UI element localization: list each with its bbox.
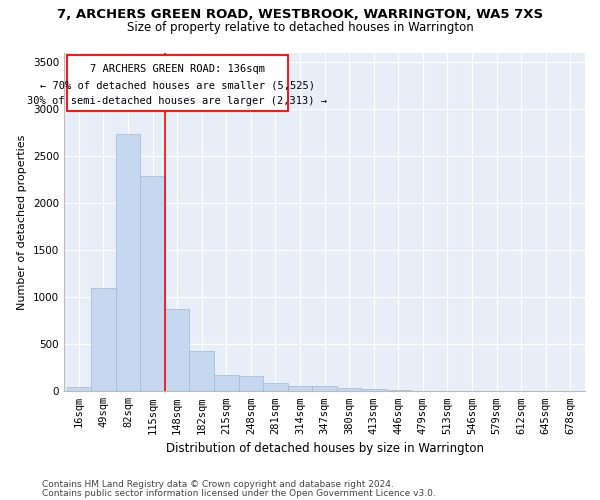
Bar — [287, 386, 312, 392]
FancyBboxPatch shape — [67, 56, 287, 111]
Text: Size of property relative to detached houses in Warrington: Size of property relative to detached ho… — [127, 22, 473, 35]
X-axis label: Distribution of detached houses by size in Warrington: Distribution of detached houses by size … — [166, 442, 484, 455]
Bar — [116, 134, 140, 392]
Bar — [91, 288, 116, 392]
Bar — [67, 386, 91, 392]
Bar — [165, 309, 190, 392]
Text: Contains public sector information licensed under the Open Government Licence v3: Contains public sector information licen… — [42, 489, 436, 498]
Bar — [312, 386, 337, 392]
Text: 7, ARCHERS GREEN ROAD, WESTBROOK, WARRINGTON, WA5 7XS: 7, ARCHERS GREEN ROAD, WESTBROOK, WARRIN… — [57, 8, 543, 20]
Text: Contains HM Land Registry data © Crown copyright and database right 2024.: Contains HM Land Registry data © Crown c… — [42, 480, 394, 489]
Bar — [214, 376, 239, 392]
Text: ← 70% of detached houses are smaller (5,525): ← 70% of detached houses are smaller (5,… — [40, 81, 314, 91]
Text: 30% of semi-detached houses are larger (2,313) →: 30% of semi-detached houses are larger (… — [27, 96, 327, 106]
Bar — [239, 376, 263, 392]
Bar — [386, 390, 410, 392]
Bar — [263, 383, 287, 392]
Y-axis label: Number of detached properties: Number of detached properties — [17, 134, 28, 310]
Bar — [337, 388, 361, 392]
Text: 7 ARCHERS GREEN ROAD: 136sqm: 7 ARCHERS GREEN ROAD: 136sqm — [89, 64, 265, 74]
Bar — [140, 176, 165, 392]
Bar — [361, 389, 386, 392]
Bar — [190, 351, 214, 392]
